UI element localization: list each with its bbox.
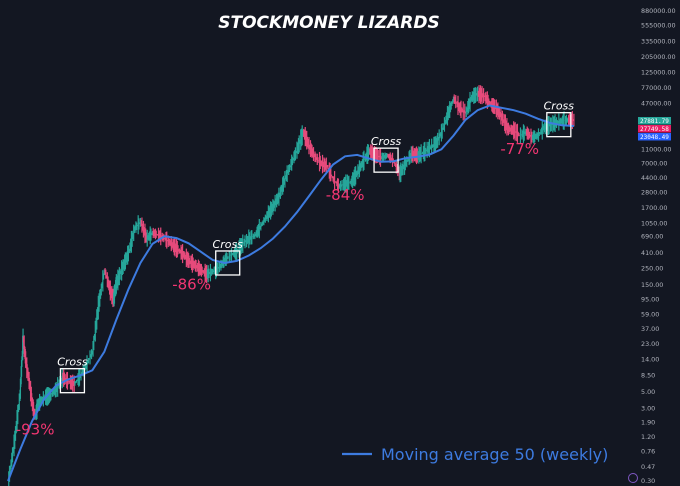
y-tick-label: 7000.00 [641,160,667,168]
y-tick-label: 150.00 [641,281,663,289]
y-tick-label: 205000.00 [641,53,676,61]
y-tick-label: 23.00 [641,340,659,348]
price-tag: 27749.58 [638,125,671,133]
legend: Moving average 50 (weekly) [342,445,608,464]
y-tick-label: 95.00 [641,295,659,303]
y-tick-label: 1700.00 [641,204,667,212]
y-tick-label: 555000.00 [641,22,676,30]
y-tick-label: 125000.00 [641,69,676,77]
svg-text:23048.49: 23048.49 [640,134,669,141]
y-tick-label: 8.50 [641,371,655,379]
y-tick-label: 4400.00 [641,174,667,182]
y-tick-label: 250.00 [641,265,663,273]
y-tick-label: 14.00 [641,356,659,364]
drawdown-label: -77% [500,140,539,158]
y-tick-label: 37.00 [641,325,659,333]
cross-label: Cross [213,238,244,251]
chart-title: STOCKMONEY LIZARDS [218,13,439,33]
y-tick-label: 0.47 [641,463,655,471]
price-tag: 23048.49 [638,133,671,141]
y-tick-label: 59.00 [641,310,659,318]
y-tick-label: 0.76 [641,448,655,456]
cross-marker: Cross [371,135,402,173]
y-tick-label: 77000.00 [641,84,672,92]
cross-label: Cross [371,135,402,148]
drawdown-label: -84% [326,186,365,204]
cross-marker: Cross [213,238,244,276]
svg-text:27881.79: 27881.79 [640,118,669,125]
plot-area: Cross Cross Cross Cross -93% -86% -84% -77% [7,85,575,486]
drawdown-label: -93% [16,421,55,439]
moving-average-line [7,104,574,482]
settings-icon[interactable] [628,473,638,483]
cross-marker: Cross [57,356,88,394]
y-tick-label: 1050.00 [641,219,667,227]
y-tick-label: 2800.00 [641,188,667,196]
drawdown-label: -86% [172,275,211,293]
legend-label: Moving average 50 (weekly) [381,445,608,464]
y-tick-label: 1.20 [641,433,655,441]
cross-marker: Cross [544,100,575,138]
y-tick-label: 335000.00 [641,37,676,45]
y-tick-label: 880000.00 [641,7,676,15]
y-tick-label: 1.90 [641,419,655,427]
svg-text:27749.58: 27749.58 [640,126,669,133]
price-tag: 27881.79 [638,117,671,125]
y-tick-label: 5.00 [641,388,655,396]
y-tick-label: 690.00 [641,233,663,241]
cross-label: Cross [57,356,88,369]
y-tick-label: 3.00 [641,404,655,412]
y-tick-label: 47000.00 [641,99,672,107]
cross-label: Cross [544,100,575,113]
y-tick-label: 0.30 [641,477,655,485]
y-tick-label: 11000.00 [641,145,672,153]
y-tick-label: 410.00 [641,249,663,257]
y-axis: 880000.00 555000.00 335000.00 205000.00 1250… [638,7,676,485]
